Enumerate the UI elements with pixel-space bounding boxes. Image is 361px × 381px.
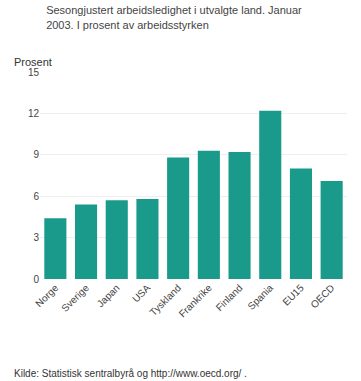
svg-text:Spania: Spania [245, 282, 275, 312]
svg-text:EU15: EU15 [280, 282, 306, 308]
svg-text:Sverige: Sverige [59, 282, 91, 314]
svg-text:9: 9 [33, 149, 39, 160]
svg-text:Kilde: Statistisk sentralbyrå: Kilde: Statistisk sentralbyrå og http://… [14, 368, 247, 379]
svg-text:Sesongjustert arbeidsledighet: Sesongjustert arbeidsledighet i utvalgte… [46, 4, 302, 30]
svg-text:USA: USA [130, 282, 153, 305]
svg-text:Finland: Finland [214, 282, 245, 313]
svg-text:12: 12 [28, 108, 40, 119]
svg-text:3: 3 [33, 232, 39, 243]
svg-text:Tyskland: Tyskland [147, 282, 183, 318]
svg-text:0: 0 [33, 274, 39, 285]
svg-text:Prosent: Prosent [14, 56, 52, 68]
svg-text:OECD: OECD [308, 282, 336, 310]
svg-text:Frankrike: Frankrike [177, 282, 215, 320]
svg-text:Norge: Norge [33, 282, 60, 309]
svg-text:15: 15 [28, 67, 40, 78]
svg-text:Japan: Japan [95, 282, 122, 309]
svg-text:6: 6 [33, 191, 39, 202]
